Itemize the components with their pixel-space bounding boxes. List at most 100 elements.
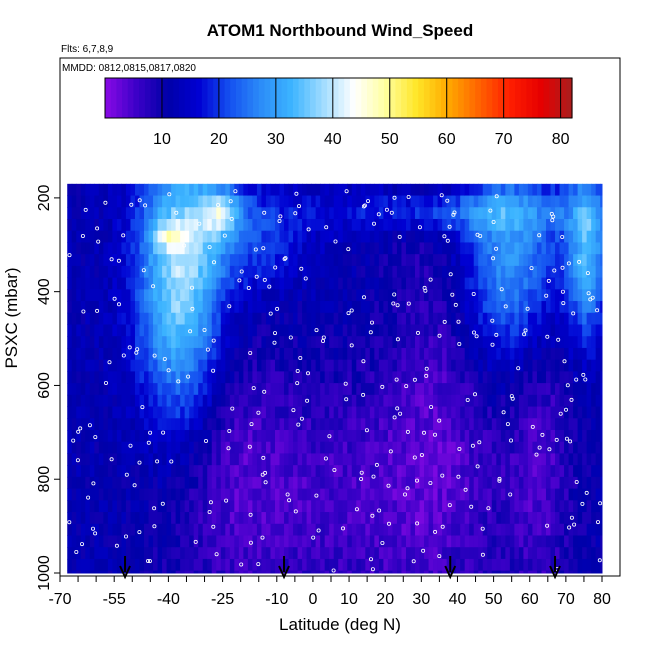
flight-point <box>547 447 552 452</box>
heatmap-cell <box>523 277 529 290</box>
flight-point <box>80 233 85 238</box>
heatmap-cell <box>573 383 579 396</box>
heatmap-cell <box>220 500 226 513</box>
heatmap-cell <box>302 512 308 525</box>
heatmap-cell <box>356 547 362 560</box>
heatmap-cell <box>76 383 82 396</box>
heatmap-cell <box>184 207 190 220</box>
heatmap-cell <box>229 465 235 478</box>
heatmap-cell <box>442 371 448 384</box>
colorbar-band <box>554 78 562 118</box>
heatmap-cell <box>405 418 411 431</box>
heatmap-cell <box>424 418 430 431</box>
heatmap-cell <box>478 312 484 325</box>
heatmap-cell <box>103 347 109 361</box>
heatmap-cell <box>148 277 154 290</box>
heatmap-cell <box>405 535 411 548</box>
heatmap-cell <box>157 453 163 466</box>
heatmap-cell <box>288 254 294 267</box>
heatmap-cell <box>464 547 470 560</box>
heatmap-cell <box>234 265 240 279</box>
heatmap-cell <box>207 429 213 443</box>
heatmap-cell <box>202 535 208 548</box>
heatmap-cell <box>130 254 136 267</box>
heatmap-cell <box>396 218 402 232</box>
heatmap-cell <box>76 324 82 337</box>
heatmap-cell <box>121 277 127 290</box>
heatmap-cell <box>71 359 77 372</box>
heatmap-cell <box>89 324 95 337</box>
heatmap-cell <box>586 558 592 572</box>
heatmap-cell <box>193 242 199 255</box>
heatmap-cell <box>89 535 95 548</box>
heatmap-cell <box>532 418 538 431</box>
heatmap-cell <box>80 265 86 279</box>
heatmap-cell <box>288 500 294 513</box>
heatmap-cell <box>270 547 276 560</box>
heatmap-cell <box>369 301 375 314</box>
heatmap-cell <box>175 183 181 197</box>
flight-point <box>299 416 304 421</box>
heatmap-cell <box>171 547 177 560</box>
heatmap-cell <box>153 265 159 279</box>
heatmap-cell <box>76 207 82 220</box>
heatmap-cell <box>247 453 253 466</box>
heatmap-cell <box>279 429 285 443</box>
heatmap-cell <box>392 418 398 431</box>
heatmap-cell <box>148 383 154 396</box>
heatmap-cell <box>274 500 281 513</box>
heatmap-cell <box>509 301 515 314</box>
heatmap-cell <box>279 418 285 431</box>
heatmap-cell <box>496 558 502 572</box>
heatmap-cell <box>478 207 484 220</box>
heatmap-cell <box>383 218 389 232</box>
heatmap-cell <box>320 547 326 560</box>
heatmap-cell <box>415 547 421 560</box>
heatmap-cell <box>591 289 597 302</box>
heatmap-cell <box>500 418 506 431</box>
heatmap-cell <box>464 535 470 548</box>
heatmap-cell <box>464 418 470 431</box>
heatmap-cell <box>577 465 583 478</box>
heatmap-cell <box>415 570 421 574</box>
flight-point <box>371 221 376 226</box>
flight-point <box>565 383 570 388</box>
flight-point <box>457 341 462 346</box>
heatmap-cell <box>116 207 122 220</box>
heatmap-cell <box>356 183 362 197</box>
heatmap-cell <box>265 453 271 466</box>
heatmap-cell <box>446 383 452 396</box>
heatmap-cell <box>157 183 163 197</box>
heatmap-cell <box>378 523 384 536</box>
heatmap-cell <box>247 359 253 372</box>
heatmap-cell <box>324 312 330 325</box>
heatmap-cell <box>76 289 82 302</box>
heatmap-cell <box>315 265 321 279</box>
heatmap-cell <box>505 547 511 560</box>
heatmap-cell <box>527 359 533 372</box>
heatmap-cell <box>243 547 249 560</box>
heatmap-cell <box>545 347 552 361</box>
heatmap-cell <box>125 301 131 314</box>
heatmap-cell <box>460 359 466 372</box>
flight-point <box>374 462 379 467</box>
heatmap-cell <box>527 465 533 478</box>
heatmap-cell <box>333 277 339 290</box>
heatmap-cell <box>171 242 177 255</box>
heatmap-cell <box>428 488 434 501</box>
heatmap-cell <box>500 476 506 490</box>
heatmap-cell <box>582 558 588 572</box>
heatmap-cell <box>491 289 497 302</box>
heatmap-cell <box>496 465 502 478</box>
flight-point <box>227 304 232 309</box>
heatmap-cell <box>198 394 204 408</box>
heatmap-cell <box>387 183 393 197</box>
heatmap-cell <box>139 394 145 408</box>
heatmap-cell <box>329 230 335 243</box>
heatmap-cell <box>279 242 285 255</box>
heatmap-cell <box>559 547 565 560</box>
heatmap-cell <box>550 394 556 408</box>
heatmap-cell <box>153 418 159 431</box>
heatmap-cell <box>67 230 73 243</box>
heatmap-cell <box>256 476 262 490</box>
